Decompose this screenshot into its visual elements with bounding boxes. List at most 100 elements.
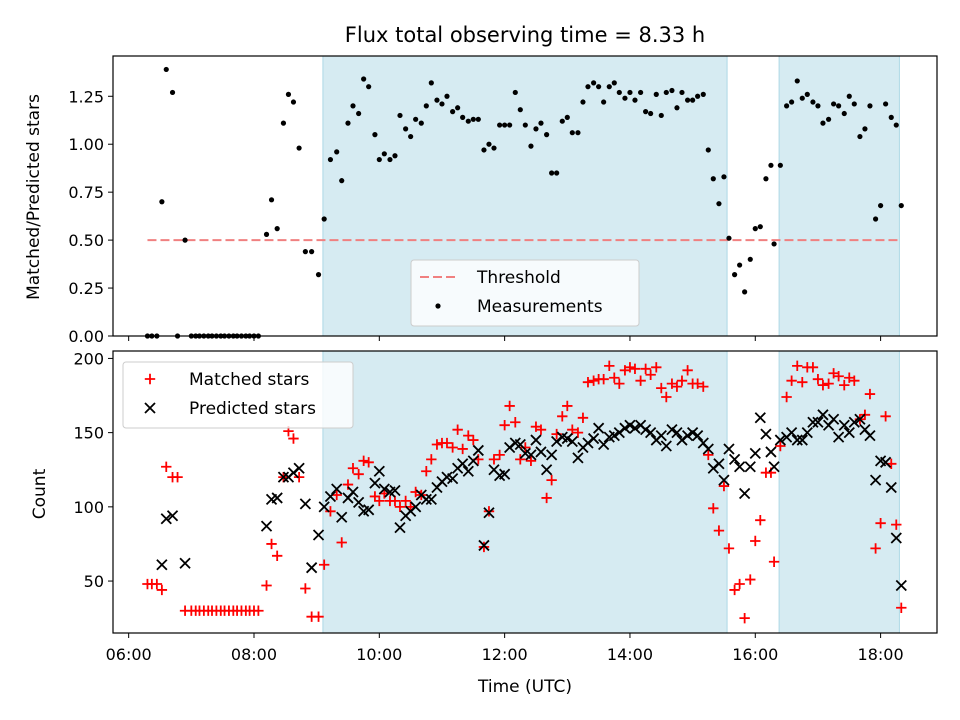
predicted-point [807,416,819,428]
measurement-point [439,101,445,107]
measurement-point [339,178,345,184]
matched-point [661,391,672,403]
measurement-point [643,109,649,115]
matched-point [271,550,283,562]
matched-point [723,543,735,554]
measurement-point [648,110,654,117]
matched-point [520,442,531,453]
measurement-point [810,99,816,105]
measurement-point [569,130,575,136]
predicted-point [713,458,725,470]
matched-point [369,491,381,502]
matched-point [708,503,719,514]
predicted-point [483,507,495,519]
measurement-point [771,241,777,247]
measurement-point [622,95,628,101]
predicted-point [425,493,437,506]
matched-point [510,417,521,428]
matched-point [875,517,886,529]
measurement-point [502,122,508,128]
bottom-panel-counts: 50 100 150 200 06:00 08:00 10:00 12:00 14:00 16:0… [73,349,938,664]
measurement-point [444,93,450,99]
legend-predicted-marker [144,402,156,414]
matched-point [288,433,299,444]
predicted-point [848,416,860,428]
measurement-point [517,107,523,113]
predicted-point [389,484,401,497]
measurement-point [732,272,738,278]
measurement-point [872,216,879,222]
measurement-point [274,226,280,232]
measurement-point [413,116,419,122]
matched-point [614,378,625,389]
predicted-point [478,539,490,552]
measurement-point [768,162,774,168]
measurement-point [658,112,664,119]
predicted-point [666,424,678,436]
measurement-point [434,97,440,103]
measurement-point [450,109,456,115]
measurement-point [799,95,805,101]
matched-point [452,424,463,435]
matched-point [499,420,510,431]
measurement-point [763,176,769,182]
matched-point [374,495,385,507]
predicted-point [446,473,459,485]
measurement-point [846,93,852,99]
matched-point [421,466,432,477]
measurement-point [685,97,691,103]
predicted-point [760,428,772,440]
measurement-point [878,202,884,209]
matched-point [172,471,183,483]
measurement-point [397,112,403,119]
y-tick-label: 0.00 [68,327,104,346]
axes-frame [112,55,938,337]
measurement-point [423,103,429,109]
predicted-point [498,468,511,480]
measurement-point [695,93,701,99]
measurement-point [387,156,393,163]
measurement-point [309,249,315,255]
measurement-point [285,91,292,97]
predicted-point [754,412,766,424]
measurement-point [381,151,387,157]
predicted-point [686,426,699,439]
predicted-point [336,511,348,523]
measurement-point [455,105,461,111]
measurement-point [302,249,308,255]
measurement-point [653,91,659,97]
predicted-point [890,532,902,544]
measurement-point [169,89,176,96]
measurement-point [350,103,356,109]
measurement-point [315,272,322,278]
measurement-point [857,133,863,140]
measurement-point [408,133,414,140]
measurement-point [898,202,904,209]
measurement-point [554,170,560,176]
matched-point [671,381,683,392]
measurement-point [334,149,340,155]
predicted-point [166,510,179,522]
measurement-point [491,145,497,151]
measurement-point [418,120,424,126]
predicted-point [467,455,479,467]
predicted-point [774,434,786,446]
measurement-point [726,235,732,241]
predicted-point [895,579,907,592]
predicted-point [535,446,547,458]
predicted-point [869,474,882,486]
measurement-point [591,80,597,86]
legend: Matched stars Predicted stars [122,361,354,429]
predicted-point [723,443,735,455]
predicted-point [472,444,484,457]
predicted-point [728,453,741,465]
measurement-point [428,80,434,86]
predicted-point [540,464,553,476]
predicted-point [306,562,318,574]
measurement-point [663,89,669,96]
matched-point [572,427,584,438]
measurement-point [268,197,275,203]
matched-point [609,372,620,383]
predicted-point [827,413,840,425]
